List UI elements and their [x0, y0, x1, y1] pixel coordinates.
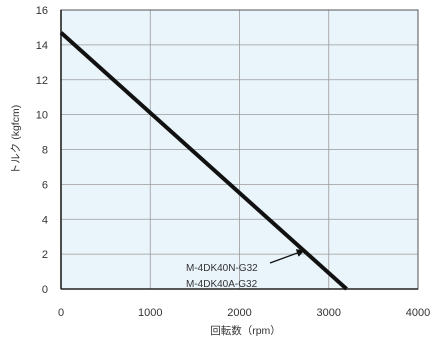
- x-tick-label: 0: [58, 307, 64, 319]
- y-tick-label: 12: [36, 75, 48, 87]
- x-axis-title: 回転数（rpm）: [210, 324, 281, 337]
- y-tick-label: 4: [42, 214, 48, 226]
- y-tick-label: 2: [42, 249, 48, 261]
- annotation-label-a: M-4DK40A-G32: [186, 279, 258, 290]
- axes: [60, 9, 419, 290]
- x-axis-ticks: 0 1000 2000 3000 4000: [58, 307, 430, 319]
- series-line: [59, 31, 348, 291]
- y-axis-title: トルク (kgfcm): [10, 105, 22, 174]
- grid-lines: [61, 10, 418, 289]
- y-tick-label: 14: [36, 40, 48, 52]
- annotation-arrow: [269, 249, 305, 264]
- x-tick-label: 2000: [227, 307, 251, 319]
- y-axis-ticks: 0 2 4 6 8 10 12 14 16: [36, 5, 48, 296]
- series: [59, 31, 348, 291]
- y-tick-label: 10: [36, 110, 48, 122]
- y-tick-label: 16: [36, 5, 48, 17]
- y-tick-label: 0: [42, 284, 48, 296]
- annotation: M-4DK40N-G32 M-4DK40A-G32: [186, 249, 305, 290]
- x-tick-label: 1000: [138, 307, 162, 319]
- y-tick-label: 8: [42, 145, 48, 157]
- annotation-label-n: M-4DK40N-G32: [186, 263, 258, 274]
- x-tick-label: 3000: [317, 307, 341, 319]
- x-tick-label: 4000: [406, 307, 430, 319]
- y-tick-label: 6: [42, 179, 48, 191]
